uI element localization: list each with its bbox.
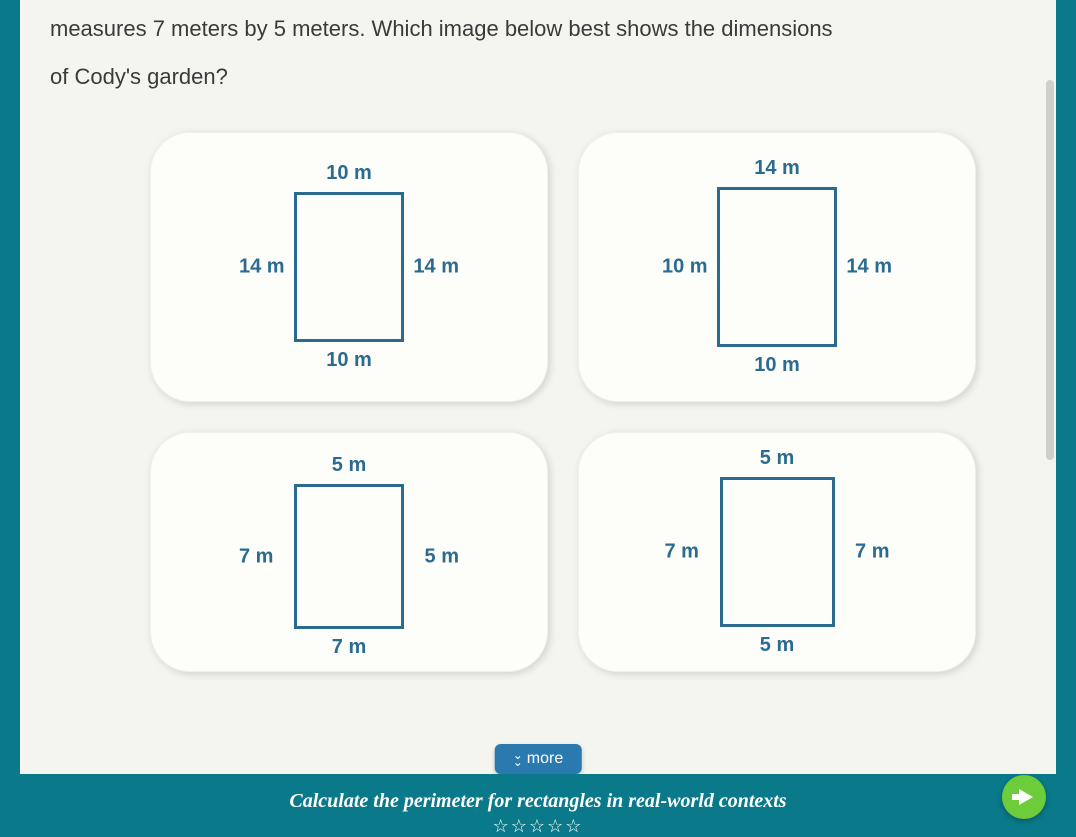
scrollbar[interactable] <box>1046 80 1054 460</box>
rect-diagram-4: 5 m 5 m 7 m 7 m <box>720 477 835 627</box>
dim-label-right: 14 m <box>413 255 459 278</box>
more-button[interactable]: ⌄⌄ more <box>495 744 582 774</box>
dim-label-bottom: 10 m <box>326 349 372 372</box>
next-button[interactable] <box>1002 775 1046 819</box>
more-button-label: more <box>527 750 563 768</box>
dim-label-bottom: 10 m <box>754 354 800 377</box>
rect-shape-3 <box>294 484 404 629</box>
rect-shape-4 <box>720 477 835 627</box>
rating-stars: ☆☆☆☆☆ <box>493 816 584 837</box>
dim-label-top: 5 m <box>332 454 366 477</box>
dim-label-top: 10 m <box>326 162 372 185</box>
dim-label-bottom: 7 m <box>332 636 366 659</box>
dim-label-top: 14 m <box>754 157 800 180</box>
rect-shape-1 <box>294 192 404 342</box>
rect-diagram-1: 10 m 10 m 14 m 14 m <box>294 192 404 342</box>
dim-label-right: 5 m <box>425 545 459 568</box>
question-line-2: of Cody's garden? <box>50 53 1026 101</box>
option-card-4[interactable]: 5 m 5 m 7 m 7 m <box>578 432 976 672</box>
rect-diagram-2: 14 m 10 m 10 m 14 m <box>717 187 837 347</box>
dim-label-left: 10 m <box>662 255 708 278</box>
dim-label-right: 14 m <box>846 255 892 278</box>
dim-label-right: 7 m <box>855 540 889 563</box>
chevron-down-icon: ⌄⌄ <box>513 752 521 766</box>
question-text: measures 7 meters by 5 meters. Which ima… <box>50 0 1026 102</box>
dim-label-left: 7 m <box>239 545 273 568</box>
content-area: measures 7 meters by 5 meters. Which ima… <box>20 0 1056 829</box>
question-line-1: measures 7 meters by 5 meters. Which ima… <box>50 5 1026 53</box>
option-card-1[interactable]: 10 m 10 m 14 m 14 m <box>150 132 548 402</box>
dim-label-left: 7 m <box>665 540 699 563</box>
rect-shape-2 <box>717 187 837 347</box>
option-card-2[interactable]: 14 m 10 m 10 m 14 m <box>578 132 976 402</box>
dim-label-top: 5 m <box>760 447 794 470</box>
options-grid: 10 m 10 m 14 m 14 m 14 m 10 m 10 m 14 m … <box>50 112 1026 672</box>
arrow-right-icon <box>1019 789 1033 805</box>
rect-diagram-3: 5 m 7 m 7 m 5 m <box>294 484 404 629</box>
dim-label-bottom: 5 m <box>760 634 794 657</box>
dim-label-left: 14 m <box>239 255 285 278</box>
footer-text: Calculate the perimeter for rectangles i… <box>289 790 786 813</box>
option-card-3[interactable]: 5 m 7 m 7 m 5 m <box>150 432 548 672</box>
